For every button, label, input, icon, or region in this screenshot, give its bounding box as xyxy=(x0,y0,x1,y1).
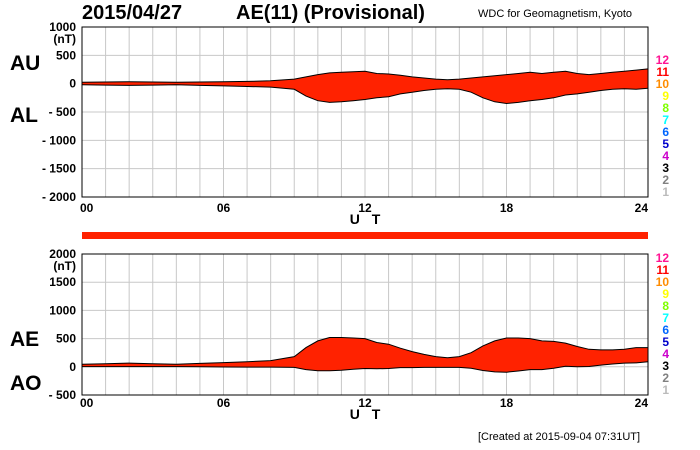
x-tick-label: 00 xyxy=(80,201,94,215)
station-scale-digit: 3 xyxy=(662,161,669,175)
station-scale-digit: 3 xyxy=(662,359,669,373)
x-tick-label: 24 xyxy=(635,201,649,215)
x-tick-label: 18 xyxy=(500,201,514,215)
x-tick-label: 00 xyxy=(80,396,94,410)
y-tick-label: 1500 xyxy=(49,275,76,289)
ao-label: AO xyxy=(10,372,42,395)
station-scale-digit: 5 xyxy=(662,335,669,349)
y-tick-label: - 500 xyxy=(49,388,77,402)
y-tick-label: - 1000 xyxy=(42,133,76,147)
ae-label: AE xyxy=(10,328,40,351)
station-scale-digit: 2 xyxy=(662,173,669,187)
y-tick-label: - 500 xyxy=(49,105,77,119)
y-tick-label: - 2000 xyxy=(42,190,76,204)
y-tick-label: 0 xyxy=(69,360,76,374)
y-tick-label: 500 xyxy=(56,332,76,346)
data-source: WDC for Geomagnetism, Kyoto xyxy=(478,8,633,20)
station-scale-digit: 12 xyxy=(656,251,670,265)
y-tick-label: 2000 xyxy=(49,247,76,261)
series-band-fill xyxy=(82,68,648,104)
series-line-ao xyxy=(82,361,649,373)
x-tick-label: 12 xyxy=(358,396,372,410)
station-scale-digit: 10 xyxy=(656,275,670,289)
x-tick-label: 06 xyxy=(217,201,231,215)
y-axis-unit: (nT) xyxy=(53,32,76,46)
y-tick-label: 1000 xyxy=(49,303,76,317)
station-scale-digit: 9 xyxy=(662,287,669,301)
station-scale-digit: 1 xyxy=(662,185,669,199)
station-scale-digit: 11 xyxy=(656,263,669,277)
panel-au-al: 1000 500 0 - 500 - 1000 - 1500 - 2000 (nT) 00 06 1… xyxy=(42,20,669,227)
series-band-fill xyxy=(82,337,648,373)
plot-frame xyxy=(81,26,649,198)
station-scale-digit: 6 xyxy=(662,323,669,337)
station-scale-digit: 4 xyxy=(662,347,669,361)
y-axis-unit: (nT) xyxy=(53,259,76,273)
station-scale-digit: 9 xyxy=(662,89,669,103)
x-tick-label: 18 xyxy=(500,396,514,410)
chart-title: AE(11) (Provisional) xyxy=(236,2,425,24)
y-tick-label: - 1500 xyxy=(42,162,76,176)
station-scale-digit: 4 xyxy=(662,149,669,163)
station-scale-digit: 1 xyxy=(662,383,669,397)
station-scale-digit: 5 xyxy=(662,137,669,151)
separator-bar xyxy=(82,232,648,239)
series-line-au xyxy=(81,68,649,83)
au-label: AU xyxy=(10,52,41,75)
chart-date: 2015/04/27 xyxy=(82,2,183,24)
station-scale-digit: 8 xyxy=(662,299,669,313)
x-axis-title: U T xyxy=(350,406,385,422)
series-line-al xyxy=(81,84,649,105)
station-scale-digit: 6 xyxy=(662,125,669,139)
station-scale-digit: 12 xyxy=(656,53,670,67)
created-timestamp: [Created at 2015-09-04 07:31UT] xyxy=(478,431,641,443)
station-scale-digit: 7 xyxy=(662,311,669,325)
station-scale-digit: 10 xyxy=(656,77,670,91)
station-scale-digit: 7 xyxy=(662,113,669,127)
station-scale-digit: 11 xyxy=(656,65,669,79)
station-scale-digit: 8 xyxy=(662,101,669,115)
x-axis-title: U T xyxy=(350,211,385,227)
series-line-ae xyxy=(81,337,648,365)
y-tick-label: 0 xyxy=(69,77,76,91)
x-tick-label: 06 xyxy=(217,396,231,410)
al-label: AL xyxy=(10,104,38,127)
x-tick-label: 12 xyxy=(358,201,372,215)
station-scale-digit: 2 xyxy=(662,371,669,385)
x-tick-label: 24 xyxy=(635,396,649,410)
y-tick-label: 500 xyxy=(56,48,76,62)
plot-frame xyxy=(81,253,649,396)
y-tick-label: 1000 xyxy=(49,20,76,34)
